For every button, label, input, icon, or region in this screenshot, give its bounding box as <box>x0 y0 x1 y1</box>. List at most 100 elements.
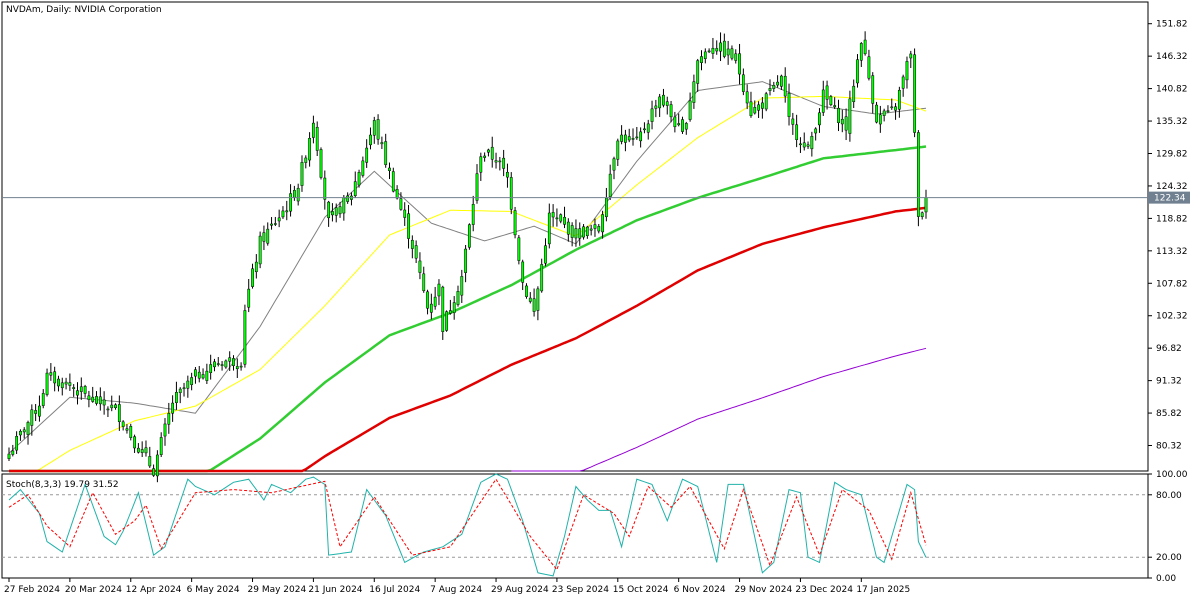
candle-body <box>342 197 346 214</box>
candle-body <box>475 173 479 201</box>
candle-body <box>209 364 213 373</box>
candle-body <box>456 291 460 305</box>
candle-body <box>487 149 490 153</box>
candle-body <box>814 128 818 134</box>
candle-body <box>11 450 15 455</box>
candle-body <box>635 136 639 139</box>
candle-body <box>780 75 783 87</box>
candle-body <box>494 160 498 163</box>
candle-body <box>281 210 285 218</box>
candle-body <box>878 114 882 125</box>
candle-body <box>669 104 673 118</box>
candle-body <box>745 91 749 104</box>
candle-body <box>376 119 380 140</box>
candle-body <box>361 160 365 176</box>
candle-body <box>715 48 719 52</box>
price-tick-label: 80.32 <box>1156 442 1182 452</box>
candle-body <box>312 122 315 138</box>
candle-body <box>662 94 665 106</box>
stochastic-tick-label: 0.00 <box>1156 574 1176 584</box>
candle-body <box>532 298 536 312</box>
candle-body <box>414 245 418 259</box>
candle-body <box>445 311 448 331</box>
candle-body <box>448 310 452 314</box>
candle-body <box>722 40 726 57</box>
candle-body <box>388 167 391 171</box>
candle-body <box>643 128 646 131</box>
candle-body <box>772 84 776 89</box>
candle-body <box>114 404 117 409</box>
candle-body <box>719 42 722 52</box>
candle-body <box>890 106 894 109</box>
candle-body <box>871 75 875 104</box>
candle-body <box>285 210 289 213</box>
candle-body <box>700 56 703 63</box>
candle-body <box>304 157 308 163</box>
candle-body <box>163 423 167 437</box>
candle-body <box>658 96 662 109</box>
candle-body <box>882 110 886 116</box>
price-tick-label: 129.82 <box>1156 149 1188 159</box>
candle-body <box>513 210 517 236</box>
candle-body <box>528 297 532 302</box>
candle-body <box>650 108 654 122</box>
candle-body <box>243 310 247 365</box>
candle-body <box>34 410 38 414</box>
candle-body <box>886 110 890 112</box>
candle-body <box>45 372 49 395</box>
candle-body <box>357 171 361 186</box>
date-tick-label: 20 Mar 2024 <box>65 585 122 595</box>
date-tick-label: 29 May 2024 <box>248 585 307 595</box>
candle-body <box>289 193 292 212</box>
candle-body <box>308 137 311 161</box>
candle-body <box>597 226 601 232</box>
candle-body <box>616 140 620 160</box>
candle-body <box>30 409 34 426</box>
candle-body <box>799 143 802 146</box>
candle-body <box>677 123 681 126</box>
candle-body <box>258 235 262 265</box>
candle-body <box>875 104 878 123</box>
candle-body <box>26 422 30 435</box>
candle-body <box>410 239 414 249</box>
stochastic-panel-frame <box>1 473 1149 579</box>
candle-body <box>167 412 171 425</box>
candle-body <box>380 142 384 145</box>
candle-body <box>22 429 26 433</box>
candle-body <box>570 225 574 238</box>
candle-body <box>692 81 696 103</box>
candle-body <box>517 237 521 261</box>
candle-body <box>87 395 91 400</box>
candle-body <box>589 228 593 231</box>
candle-body <box>121 421 125 427</box>
candle-body <box>551 212 555 218</box>
current-price-label: 122.34 <box>1154 194 1186 204</box>
candle-body <box>300 162 304 186</box>
candle-body <box>696 60 700 84</box>
candle-body <box>833 105 837 108</box>
candle-body <box>726 48 730 56</box>
candle-body <box>464 248 467 273</box>
candle-body <box>684 123 688 130</box>
price-tick-label: 113.32 <box>1156 247 1188 257</box>
candle-body <box>566 221 570 235</box>
stochastic-main-line <box>8 473 927 577</box>
price-tick-label: 118.82 <box>1156 214 1188 224</box>
candle-body <box>384 141 388 165</box>
candle-body <box>741 74 745 92</box>
candle-body <box>429 303 433 313</box>
candle-body <box>810 135 814 150</box>
candle-body <box>787 92 791 117</box>
candle-body <box>555 217 559 220</box>
candle-body <box>711 47 715 54</box>
candle-body <box>102 399 106 406</box>
candle-body <box>734 53 738 61</box>
candle-body <box>913 54 916 133</box>
candle-body <box>319 149 323 178</box>
candle-body <box>190 377 194 385</box>
candle-body <box>525 285 528 297</box>
candle-body <box>563 216 566 225</box>
candle-body <box>506 171 509 178</box>
candle-body <box>232 358 235 366</box>
candle-body <box>856 59 859 84</box>
